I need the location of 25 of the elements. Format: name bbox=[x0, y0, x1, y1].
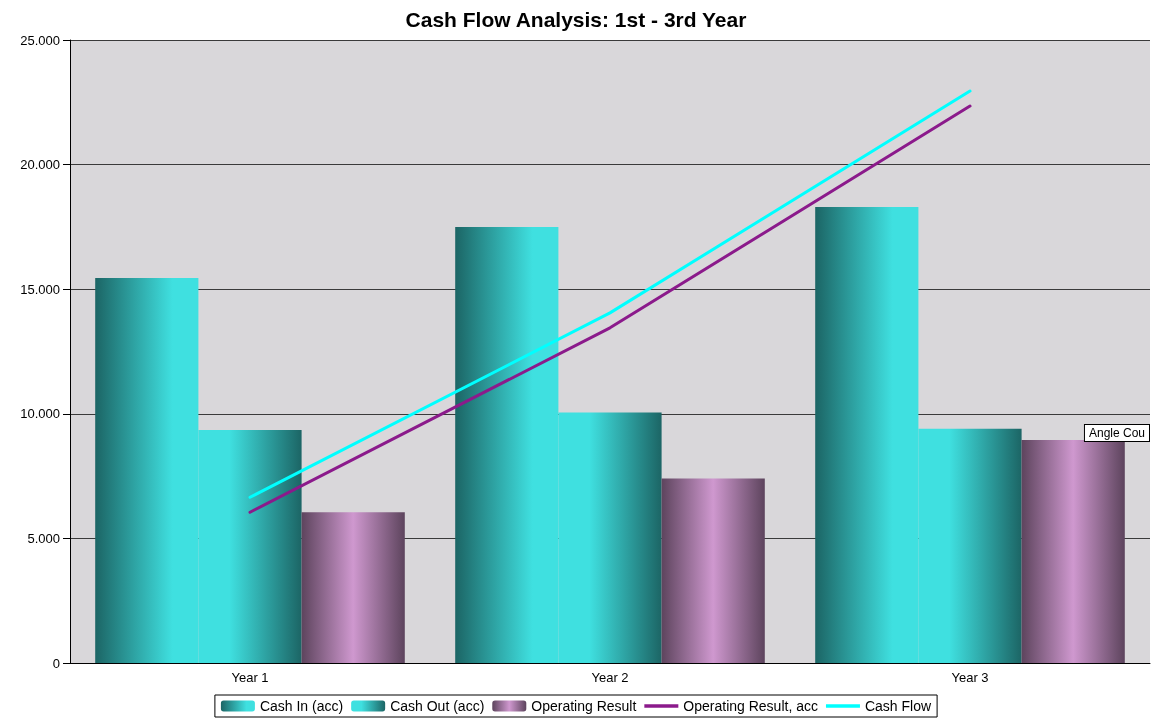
y-tick-label: 0 bbox=[52, 655, 60, 671]
x-tick-label: Year 3 bbox=[951, 670, 989, 685]
bar bbox=[815, 206, 919, 663]
legend-label: Cash Out (acc) bbox=[390, 698, 485, 714]
bar bbox=[918, 428, 1022, 663]
bar bbox=[455, 226, 559, 663]
bar bbox=[95, 277, 199, 663]
bar bbox=[1021, 439, 1125, 663]
bar bbox=[301, 512, 405, 663]
chart-title: Cash Flow Analysis: 1st - 3rd Year bbox=[405, 8, 747, 31]
legend-label: Operating Result bbox=[531, 698, 637, 714]
legend-label: Cash In (acc) bbox=[259, 698, 344, 714]
annotation: Angle Cou bbox=[1088, 426, 1146, 440]
legend-label: Operating Result, acc bbox=[683, 698, 818, 714]
y-tick-label: 25.000 bbox=[20, 32, 60, 48]
bar bbox=[558, 412, 662, 663]
y-tick-label: 20.000 bbox=[20, 157, 60, 173]
x-tick-label: Year 1 bbox=[231, 670, 269, 685]
bar bbox=[198, 430, 302, 663]
y-tick-label: 15.000 bbox=[20, 281, 60, 297]
bar bbox=[661, 478, 765, 663]
legend-label: Cash Flow bbox=[864, 698, 932, 714]
y-tick-label: 5.000 bbox=[27, 530, 60, 546]
x-tick-label: Year 2 bbox=[591, 670, 629, 685]
y-tick-label: 10.000 bbox=[20, 406, 60, 422]
